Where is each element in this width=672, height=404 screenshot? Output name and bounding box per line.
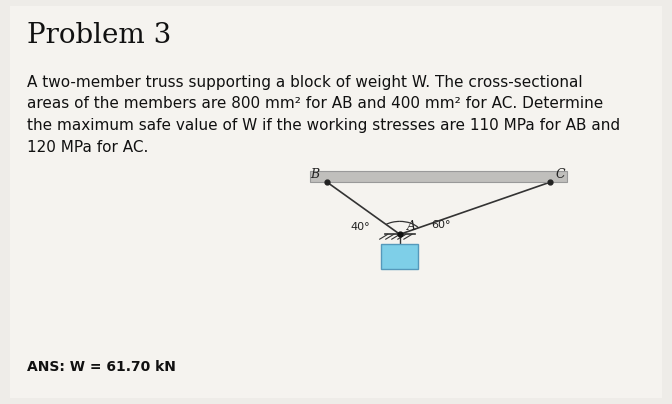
Text: Problem 3: Problem 3 [27,22,171,49]
Text: C: C [556,168,565,181]
Bar [382,244,418,269]
Text: B: B [310,168,319,181]
Bar [310,171,567,182]
Text: W: W [394,250,406,263]
Text: A: A [407,220,415,233]
Text: 60°: 60° [431,221,451,230]
Text: ANS: W = 61.70 kN: ANS: W = 61.70 kN [27,360,176,374]
Text: A two-member truss supporting a block of weight W. The cross-sectional
areas of : A two-member truss supporting a block of… [27,75,620,155]
Text: 40°: 40° [351,222,370,232]
